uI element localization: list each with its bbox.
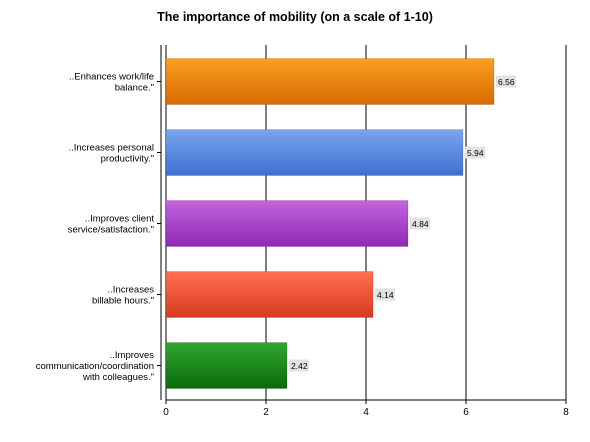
category-label: communication/coordination <box>36 361 154 372</box>
category-label: balance." <box>115 83 154 94</box>
value-label: 2.42 <box>291 361 308 371</box>
bar-4 <box>165 342 288 389</box>
value-label: 6.56 <box>498 77 515 87</box>
value-label-bg-0 <box>496 75 516 88</box>
category-label: ..Improves <box>110 350 155 361</box>
x-tick-label: 6 <box>463 407 469 418</box>
value-label-bg-2 <box>410 217 430 230</box>
x-tick-label: 8 <box>563 407 569 418</box>
category-label: ..Increases <box>108 285 155 296</box>
category-label: ..Increases personal <box>68 143 154 154</box>
category-label: billable hours." <box>92 296 154 307</box>
bar-3 <box>165 271 374 318</box>
x-tick-label: 0 <box>163 407 169 418</box>
value-label-bg-1 <box>465 146 485 159</box>
bar-0 <box>165 58 495 105</box>
x-tick-label: 4 <box>363 407 369 418</box>
category-label: service/satisfaction." <box>68 225 154 236</box>
value-label: 4.14 <box>377 290 394 300</box>
value-label: 4.84 <box>412 219 429 229</box>
category-label: with colleagues." <box>82 372 154 383</box>
bar-1 <box>165 129 464 176</box>
value-label-bg-3 <box>375 288 395 301</box>
x-tick-label: 2 <box>263 407 269 418</box>
category-label: ..Improves client <box>85 214 155 225</box>
category-label: ..Enhances work/life <box>69 72 154 83</box>
bar-2 <box>165 200 409 247</box>
value-label: 5.94 <box>467 148 484 158</box>
value-label-bg-4 <box>289 359 309 372</box>
category-label: productivity." <box>101 154 154 165</box>
chart-title: The importance of mobility (on a scale o… <box>157 10 433 24</box>
